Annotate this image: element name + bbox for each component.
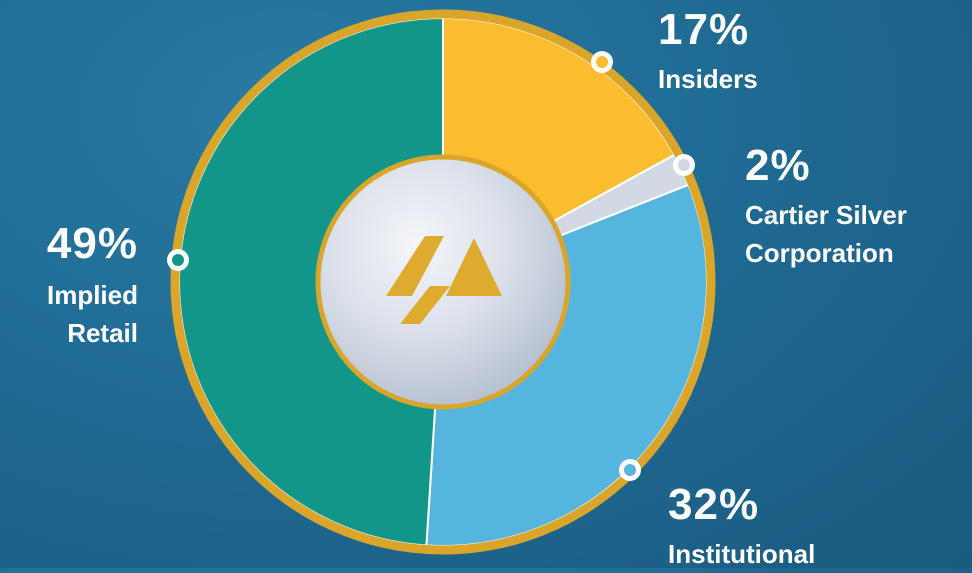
value-label: 32% (668, 480, 760, 529)
logo-shape (446, 238, 502, 296)
category-label: Institutional (668, 539, 816, 569)
category-label: Insiders (658, 64, 758, 94)
value-label: 17% (658, 5, 750, 54)
value-label: 49% (46, 219, 138, 268)
category-label: Cartier Silver Corporation (745, 200, 907, 268)
logo (386, 236, 502, 324)
value-label: 2% (745, 141, 811, 190)
dots (167, 51, 695, 481)
label-dot-center (624, 464, 636, 476)
category-label: Implied Retail (46, 280, 138, 348)
outer-ring (170, 9, 716, 555)
center-disc (315, 154, 571, 410)
label-dot-center (678, 159, 690, 171)
logo-shape (400, 286, 450, 324)
logo-shape (386, 236, 444, 296)
label-dot-center (172, 254, 184, 266)
label-dot-center (596, 56, 608, 68)
